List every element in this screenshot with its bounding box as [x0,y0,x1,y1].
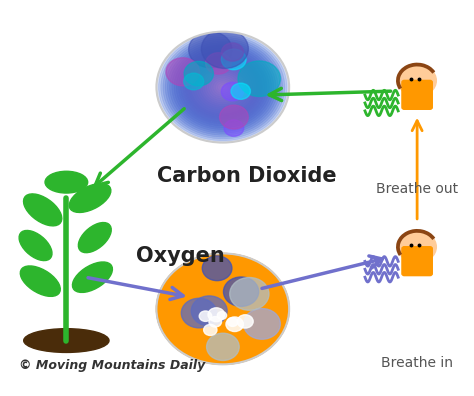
Ellipse shape [24,329,109,352]
Circle shape [170,43,276,131]
Circle shape [217,312,227,319]
Circle shape [196,65,249,109]
Circle shape [212,78,234,96]
Text: Breathe out: Breathe out [376,182,458,196]
Circle shape [206,53,231,74]
Text: Breathe in: Breathe in [381,356,453,370]
Circle shape [184,61,213,86]
Circle shape [156,253,289,364]
Ellipse shape [73,262,112,292]
Circle shape [190,59,256,115]
Circle shape [161,35,285,139]
Circle shape [172,45,273,129]
Circle shape [207,333,239,360]
Circle shape [187,57,258,117]
Circle shape [231,83,250,99]
Circle shape [181,52,265,122]
Circle shape [181,298,217,328]
Circle shape [159,34,287,141]
Circle shape [201,69,245,106]
Circle shape [203,70,243,104]
Ellipse shape [69,184,111,212]
Ellipse shape [19,230,52,261]
Circle shape [207,74,238,100]
Circle shape [185,56,260,118]
Text: © Moving Mountains Daily: © Moving Mountains Daily [19,359,205,372]
Circle shape [221,49,246,70]
Circle shape [191,296,227,326]
Circle shape [209,316,221,327]
Circle shape [216,82,229,93]
Circle shape [202,256,232,281]
Text: Oxygen: Oxygen [136,246,225,266]
Circle shape [398,65,436,97]
Circle shape [208,308,225,322]
FancyBboxPatch shape [402,247,432,276]
Circle shape [210,76,236,98]
Circle shape [237,315,253,328]
Ellipse shape [20,266,60,296]
Circle shape [166,58,200,86]
Circle shape [219,105,248,129]
Circle shape [167,41,278,133]
Circle shape [230,278,269,310]
Circle shape [214,80,232,95]
Circle shape [194,63,252,111]
Circle shape [223,277,259,307]
Circle shape [220,85,225,89]
Ellipse shape [24,194,62,226]
Circle shape [199,67,247,107]
Circle shape [204,324,217,335]
Ellipse shape [45,171,88,193]
Circle shape [163,37,283,137]
Circle shape [398,231,436,263]
Circle shape [183,54,263,120]
Circle shape [221,43,244,61]
Text: Carbon Dioxide: Carbon Dioxide [157,166,336,187]
Circle shape [228,318,238,326]
Circle shape [165,39,280,135]
Circle shape [156,32,289,143]
Circle shape [192,61,254,113]
FancyBboxPatch shape [402,80,432,109]
Circle shape [184,73,204,90]
Ellipse shape [78,223,111,253]
Circle shape [219,84,227,91]
Circle shape [205,72,240,102]
Circle shape [221,82,244,101]
Circle shape [201,29,248,69]
Circle shape [174,46,272,128]
Circle shape [199,311,212,322]
Circle shape [238,61,281,97]
Circle shape [189,32,232,68]
Circle shape [244,308,280,339]
Circle shape [224,120,244,136]
Circle shape [176,48,269,126]
Circle shape [179,50,267,124]
Circle shape [226,317,243,331]
